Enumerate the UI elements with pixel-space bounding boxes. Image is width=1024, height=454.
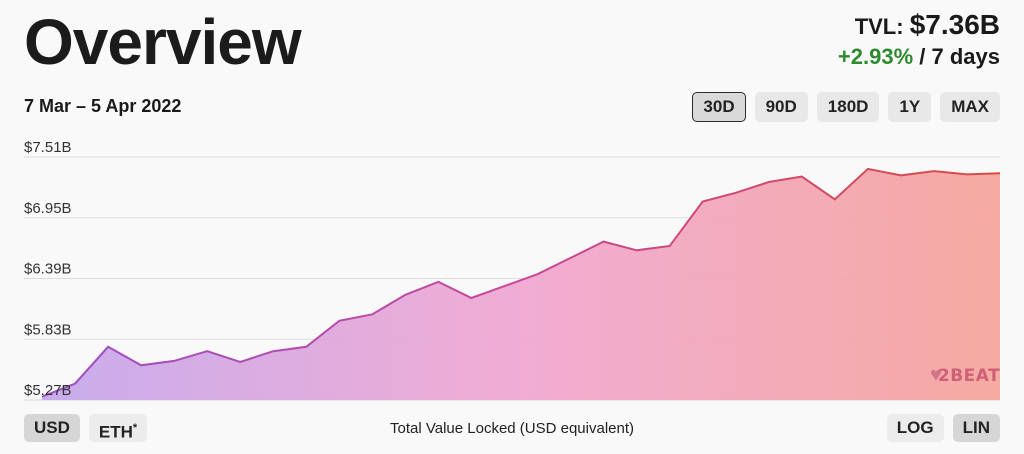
- data-point-4-apr: [966, 173, 968, 175]
- tvl-change: +2.93% / 7 days: [838, 44, 1000, 70]
- date-range: 7 Mar – 5 Apr 2022: [24, 96, 182, 116]
- range-button-1y[interactable]: 1Y: [888, 92, 932, 122]
- y-tick-label: $6.39B: [24, 261, 72, 278]
- data-point-9-mar: [107, 346, 109, 348]
- data-point-27-mar: [701, 200, 703, 202]
- data-point-28-mar: [735, 192, 737, 194]
- tvl-series-line: [41, 167, 1001, 398]
- data-point-8-mar: [74, 383, 76, 385]
- range-button-30d[interactable]: 30D: [692, 92, 746, 122]
- data-point-1-apr: [867, 168, 869, 170]
- currency-button-eth-label: ETH: [98, 422, 133, 442]
- data-point-24-mar: [602, 240, 604, 242]
- data-point-5-apr: [999, 172, 1001, 174]
- tvl-value: $7.36B: [909, 9, 1000, 40]
- page-title: Overview: [24, 6, 302, 78]
- tvl-label: TVL:: [854, 14, 904, 39]
- data-point-11-mar: [173, 360, 175, 362]
- range-button-90d[interactable]: 90D: [754, 92, 808, 122]
- data-point-30-mar: [801, 175, 803, 177]
- data-point-31-mar: [834, 198, 836, 200]
- scale-button-lin[interactable]: LIN: [952, 414, 1000, 442]
- heart-logo-icon: ♥: [930, 364, 942, 386]
- data-point-12-mar: [206, 350, 208, 352]
- data-point-14-mar: [272, 350, 274, 352]
- currency-button-eth[interactable]: ETH*: [88, 414, 148, 442]
- currency-button-usd[interactable]: USD: [24, 414, 80, 442]
- data-point-26-mar: [668, 245, 670, 247]
- data-point-29-mar: [768, 181, 770, 183]
- logo-text: 2BEAT: [937, 365, 1001, 386]
- data-point-22-mar: [536, 273, 538, 275]
- data-point-21-mar: [503, 285, 505, 287]
- data-point-18-mar: [404, 294, 406, 296]
- l2beat-logo: ♥ 2BEAT: [930, 364, 1000, 387]
- data-point-3-apr: [933, 170, 935, 172]
- y-tick-label: $5.83B: [24, 321, 72, 338]
- tvl-line: TVL: $7.36B: [838, 8, 1000, 44]
- tvl-change-period: / 7 days: [919, 44, 1000, 69]
- data-point-10-mar: [140, 364, 142, 366]
- scale-selector: LOG LIN: [886, 414, 1000, 442]
- currency-selector: USD ETH*: [24, 414, 148, 442]
- data-point-19-mar: [437, 281, 439, 283]
- data-point-25-mar: [635, 249, 637, 251]
- data-point-15-mar: [305, 346, 307, 348]
- y-tick-label: $6.95B: [24, 200, 72, 217]
- data-point-20-mar: [470, 297, 472, 299]
- time-range-selector: 30D 90D 180D 1Y MAX: [692, 92, 1000, 122]
- y-tick-label: $7.51B: [24, 139, 72, 156]
- y-tick-label: $5.27B: [24, 382, 72, 399]
- data-point-17-mar: [371, 313, 373, 315]
- chart-caption: Total Value Locked (USD equivalent): [389, 420, 635, 437]
- data-point-2-apr: [900, 174, 902, 176]
- data-point-16-mar: [338, 320, 340, 322]
- data-point-13-mar: [239, 361, 241, 363]
- range-button-max[interactable]: MAX: [940, 92, 1000, 122]
- data-point-23-mar: [569, 257, 571, 259]
- tvl-change-percent: +2.93%: [837, 44, 914, 69]
- eth-footnote-marker: *: [132, 422, 138, 434]
- scale-button-log[interactable]: LOG: [886, 414, 944, 442]
- tvl-area-fill: [42, 168, 1000, 400]
- tvl-summary: TVL: $7.36B +2.93% / 7 days: [838, 8, 1000, 70]
- range-button-180d[interactable]: 180D: [816, 92, 880, 122]
- tvl-area-chart: $7.51B $6.95B $6.39B $5.83B $5.27B: [24, 139, 1001, 401]
